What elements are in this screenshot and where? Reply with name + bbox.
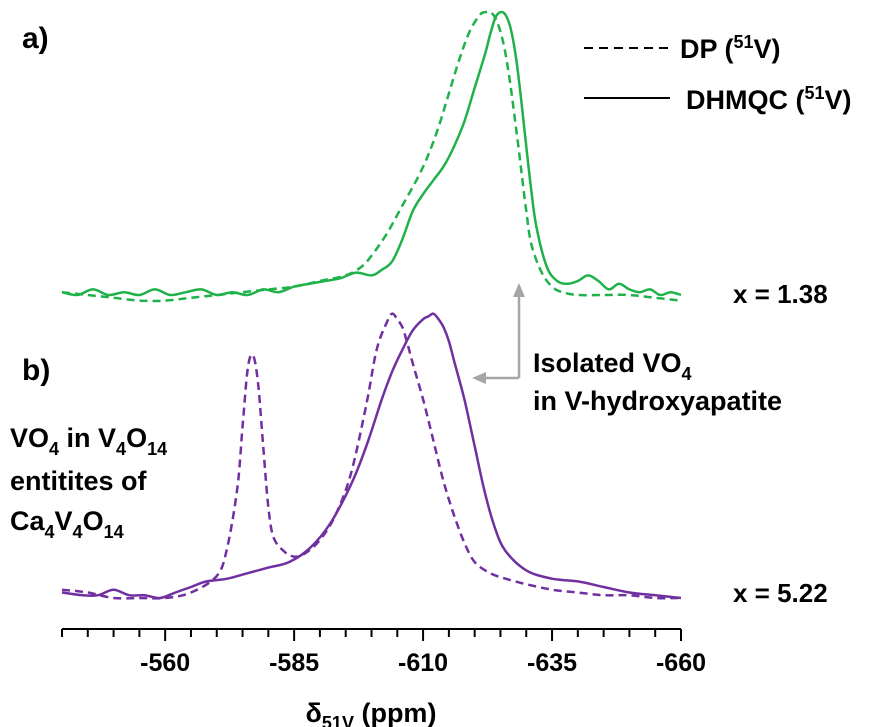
spectrum-panel-a [61, 10, 682, 303]
x-tick-label: -635 [527, 649, 577, 677]
spectrum-panel-b [61, 312, 682, 600]
panel-a-label: a) [22, 22, 49, 55]
isolated-vo4-label: Isolated VO4 [533, 348, 692, 384]
x-tick-label: -660 [656, 649, 706, 677]
pyrovanadate-label-line2: entitites of [10, 466, 148, 496]
pyrovanadate-label-line3: Ca4V4O14 [10, 506, 124, 542]
scale-label-a: x = 1.38 [733, 279, 828, 309]
panel-b-label: b) [22, 354, 50, 387]
spectrum-a-dhmqc-line [61, 10, 682, 297]
spectrum-b-dp-line [61, 312, 682, 600]
scale-label-b: x = 5.22 [733, 578, 828, 608]
v-hydroxyapatite-label: in V-hydroxyapatite [533, 386, 782, 416]
legend-dhmqc-label: DHMQC (51V) [686, 83, 852, 115]
isolated-vo4-arrows [472, 283, 525, 384]
spectrum-b-dhmqc-line [61, 312, 682, 600]
x-axis: -560 -585 -610 -635 -660 [61, 628, 706, 677]
spectrum-a-dp-line [61, 10, 682, 303]
legend: DP (51V) DHMQC (51V) [584, 32, 852, 115]
arrow-up-head [513, 283, 525, 297]
arrow-left-head [472, 372, 486, 384]
legend-dp-label: DP (51V) [680, 32, 781, 64]
x-axis-title: δ51V (ppm) [306, 698, 437, 727]
pyrovanadate-label-line1: VO4 in V4O14 [10, 423, 167, 459]
x-tick-label: -560 [140, 649, 190, 677]
x-tick-label: -585 [269, 649, 319, 677]
x-tick-label: -610 [398, 649, 448, 677]
